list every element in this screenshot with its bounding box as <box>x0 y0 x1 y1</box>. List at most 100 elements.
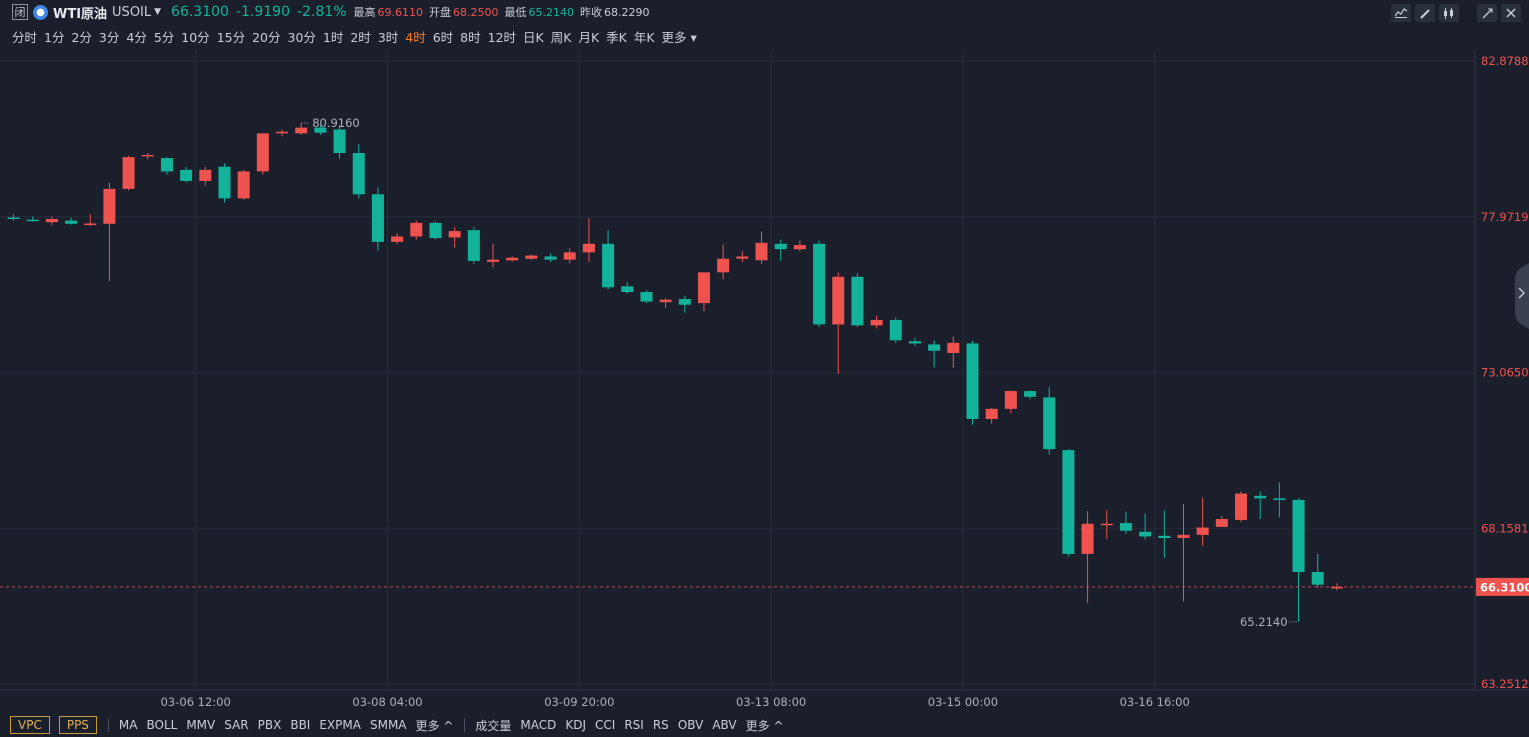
interval-option[interactable]: 5分 <box>153 29 175 45</box>
side-panel-handle[interactable] <box>1515 263 1529 329</box>
indicator-toggle-vpc[interactable]: VPC <box>10 716 50 734</box>
indicator-toggle-pps[interactable]: PPS <box>58 716 97 734</box>
candle[interactable] <box>487 243 499 268</box>
candle[interactable] <box>141 153 154 160</box>
main-indicator-item[interactable]: EXPMA <box>319 718 361 732</box>
main-indicator-item[interactable]: BOLL <box>146 718 178 732</box>
candle[interactable] <box>908 338 921 346</box>
candle[interactable] <box>1024 390 1037 400</box>
interval-option[interactable]: 3时 <box>377 29 399 45</box>
candle[interactable] <box>1119 511 1132 534</box>
interval-option[interactable]: 12时 <box>487 29 517 45</box>
chevron-down-icon[interactable]: ▼ <box>154 7 162 17</box>
candle[interactable] <box>1273 482 1286 518</box>
interval-option[interactable]: 年K <box>633 29 655 45</box>
candle[interactable] <box>602 230 615 290</box>
candle[interactable] <box>1100 510 1113 539</box>
candle[interactable] <box>295 123 308 135</box>
main-indicator-item[interactable]: SMMA <box>369 718 407 732</box>
interval-option[interactable]: 8时 <box>460 29 481 45</box>
candle[interactable] <box>391 233 404 245</box>
candle[interactable] <box>544 253 557 262</box>
candle[interactable] <box>180 166 193 183</box>
interval-option[interactable]: 日K <box>523 29 544 45</box>
candle[interactable] <box>851 272 864 327</box>
sub-indicator-item[interactable]: RS <box>652 718 669 732</box>
candle[interactable] <box>1158 510 1171 559</box>
sub-indicator-item[interactable]: OBV <box>677 718 704 732</box>
main-indicator-item[interactable]: PBX <box>257 718 282 732</box>
interval-option[interactable]: 3分 <box>98 29 120 45</box>
candle[interactable] <box>640 290 653 304</box>
candlestick-chart[interactable]: 82.8788 77.9719 73.0650 68.1581 63.2512 03-06… <box>0 50 1529 713</box>
candle[interactable] <box>697 272 710 312</box>
interval-option[interactable]: 1时 <box>322 29 344 45</box>
candle-style-icon[interactable] <box>1439 4 1459 22</box>
sub-indicator-item[interactable]: 成交量 <box>475 718 512 733</box>
main-indicator-more-button[interactable]: 更多 ^ <box>415 718 454 733</box>
interval-option[interactable]: 4时 <box>405 29 426 45</box>
sub-indicator-more-button[interactable]: 更多 ^ <box>745 718 784 733</box>
interval-option[interactable]: 1分 <box>44 29 65 45</box>
candle[interactable] <box>122 155 135 191</box>
interval-option[interactable]: 20分 <box>252 29 281 45</box>
candle[interactable] <box>736 251 749 262</box>
interval-option[interactable]: 更多 ▾ <box>661 29 697 45</box>
candle[interactable] <box>1062 449 1075 557</box>
candle[interactable] <box>563 248 576 264</box>
interval-option[interactable]: 季K <box>606 29 627 45</box>
sub-indicator-item[interactable]: KDJ <box>565 718 587 732</box>
candle[interactable] <box>1254 491 1267 519</box>
draw-pen-icon[interactable] <box>1415 4 1435 22</box>
candle[interactable] <box>199 166 212 186</box>
candle[interactable] <box>429 221 442 240</box>
candle[interactable] <box>678 295 691 313</box>
candle[interactable] <box>1235 491 1248 523</box>
symbol-name[interactable]: WTI原油 <box>53 6 108 22</box>
shrink-icon[interactable] <box>1477 4 1497 22</box>
candle[interactable] <box>467 226 480 265</box>
sub-indicator-item[interactable]: RSI <box>624 718 644 732</box>
interval-option[interactable]: 2分 <box>71 29 92 45</box>
sub-indicator-item[interactable]: ABV <box>712 718 737 732</box>
candle[interactable] <box>525 254 538 261</box>
candle[interactable] <box>985 407 998 424</box>
candle[interactable] <box>65 217 78 225</box>
candle[interactable] <box>966 340 979 425</box>
candle[interactable] <box>659 298 672 308</box>
interval-option[interactable]: 2时 <box>350 29 371 45</box>
main-indicator-item[interactable]: MMV <box>186 718 216 732</box>
candle[interactable] <box>1311 553 1324 588</box>
candle[interactable] <box>1081 511 1094 604</box>
candle[interactable] <box>371 187 384 251</box>
candle[interactable] <box>582 218 595 262</box>
candle[interactable] <box>256 133 269 175</box>
candle[interactable] <box>813 240 826 327</box>
main-indicator-item[interactable]: BBI <box>290 718 311 732</box>
candle[interactable] <box>1139 513 1152 540</box>
candle[interactable] <box>1004 390 1017 414</box>
candle[interactable] <box>793 240 806 252</box>
candle[interactable] <box>218 163 231 203</box>
sub-indicator-item[interactable]: CCI <box>595 718 616 732</box>
close-icon[interactable] <box>1501 4 1521 22</box>
candle[interactable] <box>103 182 116 282</box>
interval-option[interactable]: 10分 <box>181 29 210 45</box>
candle[interactable] <box>1043 387 1056 455</box>
candle[interactable] <box>26 216 39 222</box>
candle[interactable] <box>1292 498 1305 622</box>
candle[interactable] <box>928 340 941 368</box>
candle[interactable] <box>1177 504 1190 602</box>
candle[interactable] <box>755 231 768 265</box>
candle[interactable] <box>1196 497 1209 546</box>
candle[interactable] <box>1215 515 1228 527</box>
sub-indicator-item[interactable]: MACD <box>520 718 557 732</box>
interval-option[interactable]: 15分 <box>216 29 246 45</box>
candle[interactable] <box>314 125 327 135</box>
interval-option[interactable]: 6时 <box>432 29 454 45</box>
candle[interactable] <box>506 256 519 262</box>
candle[interactable] <box>410 220 423 240</box>
candle[interactable] <box>7 214 20 221</box>
main-indicator-item[interactable]: SAR <box>224 718 249 732</box>
candle[interactable] <box>774 239 787 261</box>
